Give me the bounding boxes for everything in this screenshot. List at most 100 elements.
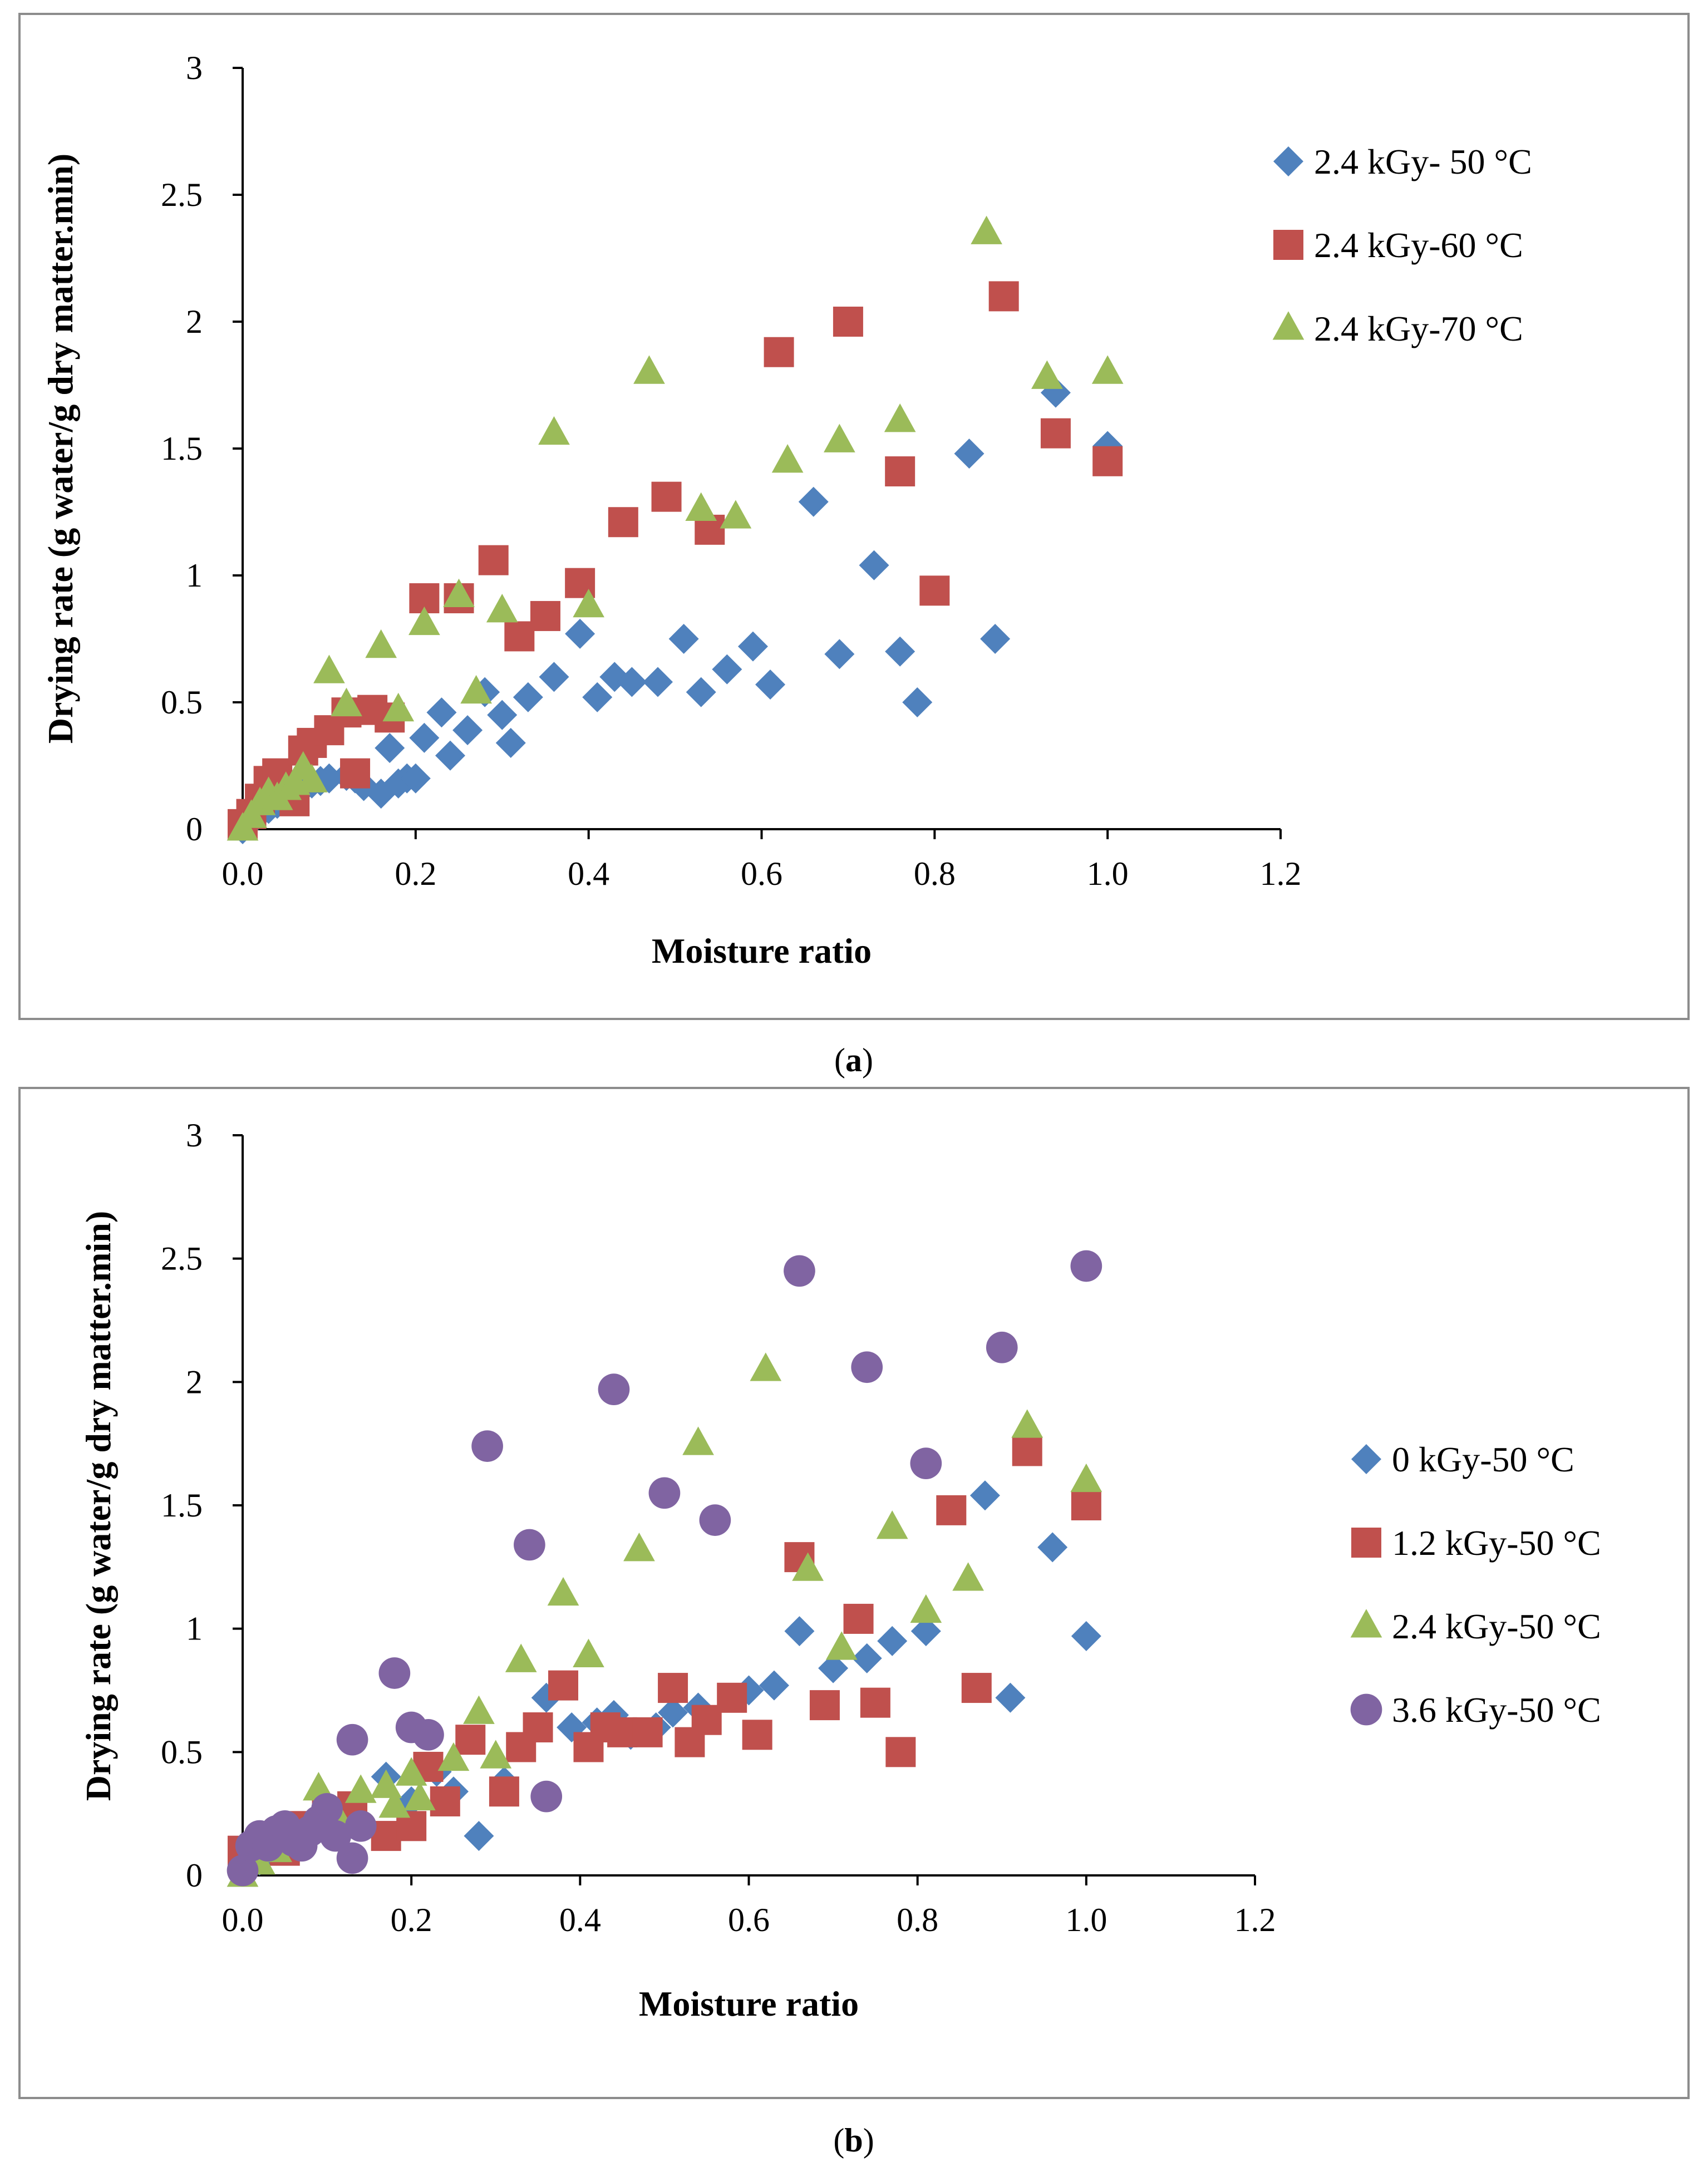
panel-b-data-point — [910, 1616, 941, 1647]
panel-b-data-point — [378, 1789, 411, 1818]
panel-b-data-point — [648, 1477, 681, 1509]
panel-b-legend: 0 kGy-50 °C 1.2 kGy-50 °C 2.4 kGy-50 °C 3.6… — [1350, 1440, 1601, 1730]
panel-b-data-point — [860, 1687, 890, 1718]
panel-a-data-point — [487, 700, 518, 730]
panel-b-data-point — [658, 1697, 688, 1728]
panel-a-data-point — [435, 740, 465, 771]
panel-b-x-tick-label: 0.6 — [728, 1902, 770, 1938]
panel-b-data-point — [952, 1562, 984, 1591]
panel-b-data-point — [395, 1757, 427, 1786]
panel-a-data-point — [824, 639, 855, 669]
panel-b-data-point — [936, 1495, 967, 1525]
panel-a-data-point — [313, 654, 345, 683]
panel-a-data-point — [408, 606, 440, 636]
panel-a-data-point — [720, 500, 752, 529]
panel-b-data-point — [885, 1737, 916, 1767]
panel-a-data-point — [426, 697, 457, 728]
panel-a-x-tick-label: 1.2 — [1260, 855, 1302, 892]
panel-b-data-point — [455, 1725, 486, 1755]
panel-a-data-point — [617, 667, 647, 697]
panel-a-data-point — [668, 624, 699, 654]
panel-b-data-point — [403, 1781, 436, 1811]
panel-b-data-point — [1071, 1621, 1101, 1651]
panel-a-data-point — [884, 403, 916, 432]
panel-a-data-point — [382, 692, 415, 722]
panel-a-data-point — [885, 636, 915, 667]
panel-a-y-tick-label: 3 — [186, 50, 203, 86]
panel-a-y-tick-label: 1.5 — [161, 430, 203, 467]
panel-b-legend-label-4: 3.6 kGy-50 °C — [1392, 1690, 1601, 1730]
panel-b-y-tick-label: 0 — [186, 1857, 203, 1894]
panel-b-data-point — [877, 1626, 908, 1656]
panel-b-x-tick-label: 0.0 — [222, 1902, 264, 1938]
panel-b-legend-marker-4 — [1350, 1693, 1382, 1726]
panel-b-data-point — [1012, 1436, 1042, 1466]
panel-b-caption-letter: b — [844, 2122, 863, 2159]
panel-b-y-tick-label: 0.5 — [161, 1733, 203, 1770]
panel-a-data-point — [885, 456, 915, 487]
panel-b-legend-label-3: 2.4 kGy-50 °C — [1392, 1607, 1601, 1646]
panel-b-data-point — [336, 1723, 368, 1756]
panel-a-data-point — [755, 669, 786, 700]
panel-b-data-point — [412, 1718, 444, 1751]
panel-a-x-tick-label: 0.4 — [568, 855, 609, 892]
panel-a-data-point — [902, 687, 933, 717]
panel-a-data-point — [478, 545, 509, 575]
panel-a-legend-marker-1 — [1273, 146, 1303, 176]
panel-b-data-point — [523, 1712, 553, 1742]
panel-a-data-point — [331, 687, 362, 717]
panel-b-x-tick-label: 1.0 — [1065, 1902, 1107, 1938]
panel-b-data-point — [548, 1670, 579, 1701]
panel-b-data-point — [969, 1480, 1000, 1511]
panel-b-x-tick-label: 1.2 — [1234, 1902, 1276, 1938]
panel-a-data-point — [608, 507, 638, 538]
panel-b-data-point — [311, 1792, 343, 1825]
panel-b-data-point — [717, 1682, 747, 1713]
panel-a-data-point — [530, 600, 560, 631]
panel-a-data-point — [365, 629, 397, 658]
panel-a-data-point — [919, 575, 950, 606]
panel-a-y-tick-label: 0 — [186, 811, 203, 848]
panel-a-data-point — [495, 727, 526, 758]
panel-a-data-point — [1040, 418, 1071, 449]
panel-b-data-point — [430, 1786, 460, 1816]
panel-a-series-3 — [227, 215, 1124, 841]
panel-a-x-tick-label: 0.0 — [222, 855, 264, 892]
panel-b-data-point — [1070, 1463, 1102, 1493]
panel-b-data-point — [792, 1552, 824, 1581]
panel-b-data-point — [573, 1638, 604, 1667]
panel-a-data-point — [643, 667, 673, 697]
panel-b-data-point — [336, 1842, 368, 1874]
panel-a-caption-letter: a — [845, 1042, 862, 1078]
panel-a-y-tick-label: 2 — [186, 303, 203, 340]
panel-b-y-axis-title: Drying rate (g water/g dry matter.min) — [78, 1211, 118, 1801]
panel-a-data-point — [651, 481, 682, 512]
panel-b-legend-label-2: 1.2 kGy-50 °C — [1392, 1523, 1601, 1563]
panel-a-data-point — [988, 281, 1019, 312]
panel-a-legend-label-1: 2.4 kGy- 50 °C — [1314, 142, 1532, 181]
panel-b-data-point — [784, 1255, 815, 1287]
panel-b-y-tick-label: 1 — [186, 1611, 203, 1647]
panel-b-data-point — [851, 1351, 883, 1383]
panel-b-y-tick-label: 3 — [186, 1117, 203, 1154]
panel-b-legend-label-1: 0 kGy-50 °C — [1392, 1440, 1574, 1479]
panel-a-legend-marker-3 — [1272, 311, 1305, 340]
panel-a-legend-label-3: 2.4 kGy-70 °C — [1314, 309, 1523, 348]
panel-b-data-point — [876, 1510, 908, 1539]
panel-b-data-point — [995, 1682, 1026, 1713]
panel-a-data-point — [954, 439, 985, 469]
panel-a-data-point — [582, 682, 613, 712]
panel-a-y-tick-label: 0.5 — [161, 684, 203, 721]
panel-a-data-point — [737, 631, 768, 662]
panel-b-data-point — [607, 1717, 638, 1747]
panel-b-legend-marker-2 — [1351, 1528, 1381, 1558]
panel-b-legend-marker-3 — [1350, 1609, 1382, 1638]
panel-b-data-point — [986, 1331, 1018, 1363]
panel-a-data-point — [1091, 355, 1124, 384]
panel-a-data-point — [565, 618, 595, 649]
panel-b-data-point — [514, 1529, 545, 1561]
panel-b-data-point — [1011, 1409, 1043, 1438]
panel-a-frame — [18, 13, 1690, 1020]
panel-a-data-point — [633, 355, 665, 384]
